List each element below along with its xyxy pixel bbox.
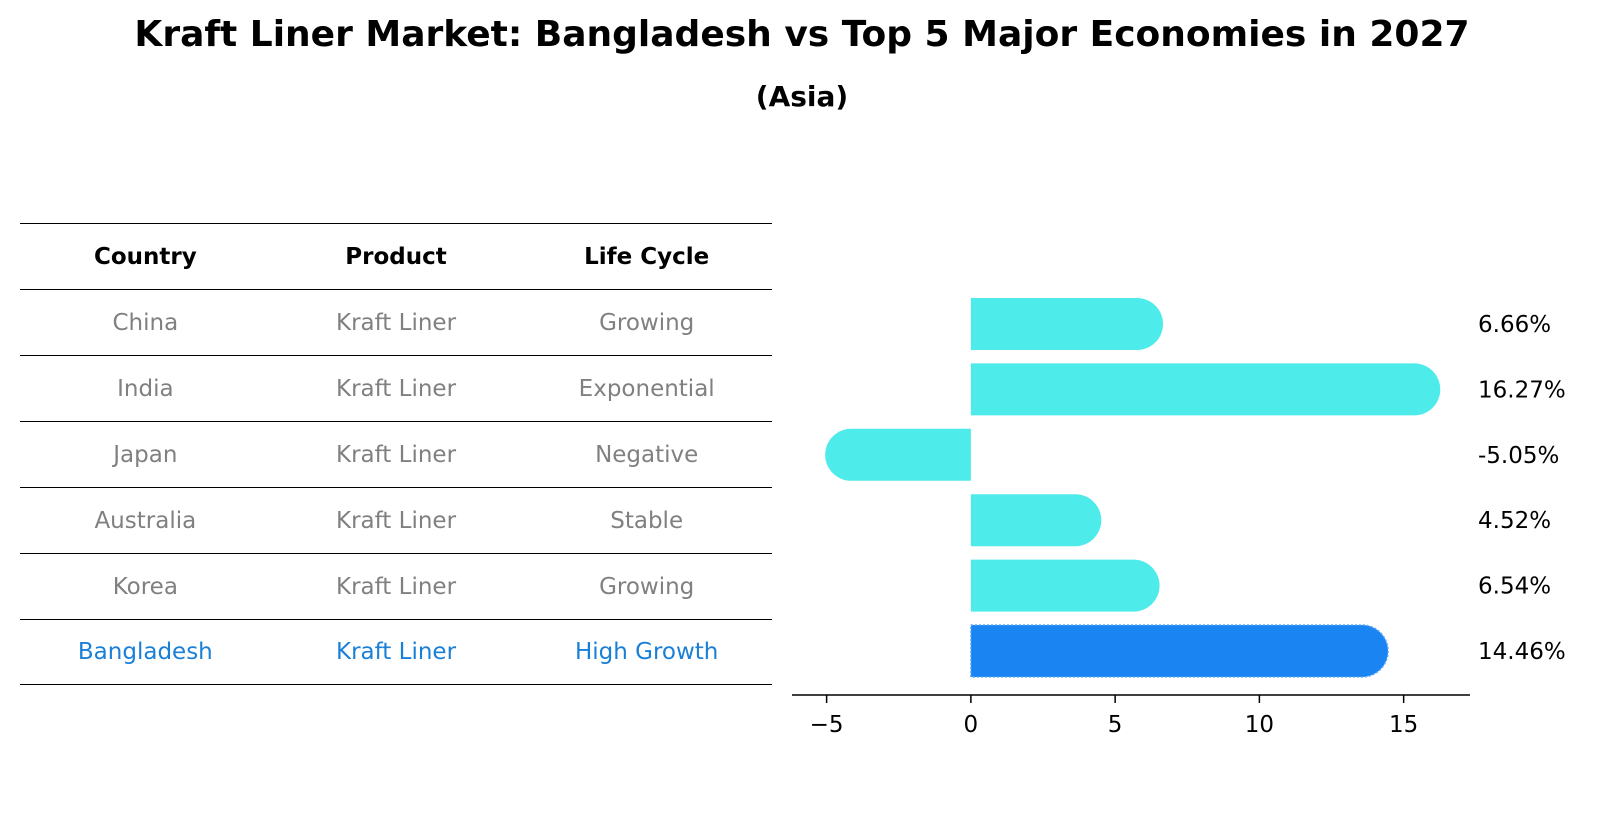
cell-life-cycle: Exponential xyxy=(578,375,715,402)
table-row: India Kraft Liner Exponential xyxy=(20,355,772,421)
cell-product: Kraft Liner xyxy=(335,309,457,336)
cell-product: Kraft Liner xyxy=(335,507,457,534)
data-label: 4.52% xyxy=(1478,508,1551,534)
bar-japan xyxy=(825,428,971,481)
cell-life-cycle: Growing xyxy=(599,573,695,600)
data-label: 16.27% xyxy=(1478,377,1566,403)
cell-country: Japan xyxy=(113,441,178,468)
cell-country: Australia xyxy=(94,507,197,534)
x-tick-label: 10 xyxy=(1245,712,1274,738)
x-tick-label: −5 xyxy=(810,712,844,738)
cell-life-cycle: Negative xyxy=(595,441,699,468)
bar-australia xyxy=(970,494,1102,547)
chart-subtitle: (Asia) xyxy=(755,80,849,113)
bar-korea xyxy=(970,559,1160,612)
bar-china xyxy=(970,298,1164,350)
header-country: Country xyxy=(93,243,197,270)
cell-country: Bangladesh xyxy=(77,639,213,665)
cell-product: Kraft Liner xyxy=(335,375,457,402)
bar-bangladesh xyxy=(970,624,1389,678)
table-row-highlight: Bangladesh Kraft Liner High Growth xyxy=(20,619,772,685)
chart-title: Kraft Liner Market: Bangladesh vs Top 5 … xyxy=(134,14,1470,55)
cell-product: Kraft Liner xyxy=(335,573,457,600)
comparison-table: Country Product Life Cycle China Kraft L… xyxy=(20,223,772,685)
cell-life-cycle: Stable xyxy=(610,507,684,534)
table-row: Japan Kraft Liner Negative xyxy=(20,421,772,487)
table-row: China Kraft Liner Growing xyxy=(20,289,772,355)
data-label: 6.54% xyxy=(1478,574,1551,600)
header-product: Product xyxy=(345,243,447,270)
x-tick-label: 15 xyxy=(1389,712,1418,738)
data-label: -5.05% xyxy=(1478,443,1559,469)
cell-country: Korea xyxy=(112,573,178,600)
table-header-row: Country Product Life Cycle xyxy=(20,223,772,289)
cell-life-cycle: High Growth xyxy=(574,639,719,665)
cell-country: China xyxy=(112,309,179,336)
data-label: 6.66% xyxy=(1478,312,1551,338)
table-row: Korea Kraft Liner Growing xyxy=(20,553,772,619)
cell-life-cycle: Growing xyxy=(599,309,695,336)
cell-product: Kraft Liner xyxy=(335,639,457,665)
x-tick-label: 5 xyxy=(1108,712,1123,738)
cell-country: India xyxy=(117,375,174,402)
x-tick-label: 0 xyxy=(964,712,979,738)
header-life-cycle: Life Cycle xyxy=(584,243,710,270)
bar-india xyxy=(970,363,1441,416)
table-row: Australia Kraft Liner Stable xyxy=(20,487,772,553)
cell-product: Kraft Liner xyxy=(335,441,457,468)
data-label: 14.46% xyxy=(1478,639,1566,665)
